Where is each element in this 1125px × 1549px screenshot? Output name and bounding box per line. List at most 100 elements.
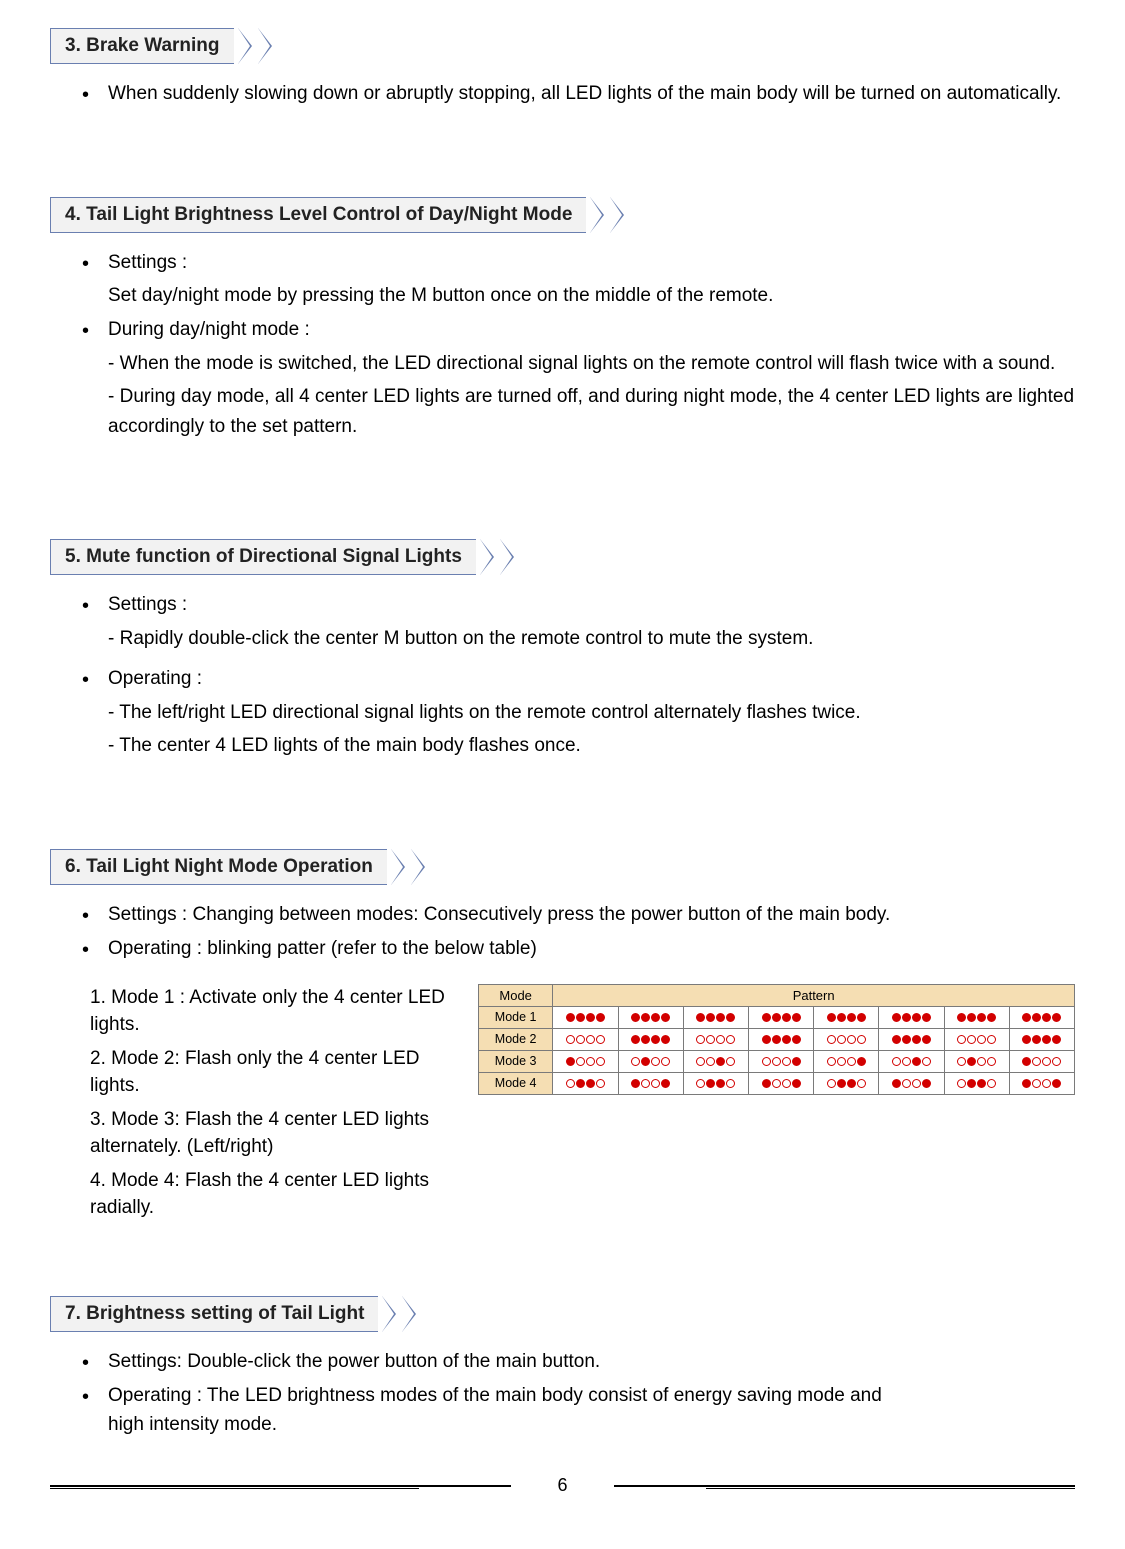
led-off-icon [957, 1035, 966, 1044]
section-header-6: 6. Tail Light Night Mode Operation [50, 849, 1075, 885]
led-off-icon [566, 1079, 575, 1088]
mode-descriptions: 1. Mode 1 : Activate only the 4 center L… [90, 984, 460, 1228]
led-on-icon [576, 1013, 585, 1022]
mode-desc-2: 2. Mode 2: Flash only the 4 center LED l… [90, 1045, 460, 1100]
led-off-icon [827, 1035, 836, 1044]
th-mode: Mode [479, 984, 553, 1006]
th-pattern: Pattern [553, 984, 1075, 1006]
led-on-icon [641, 1057, 650, 1066]
led-off-icon [837, 1057, 846, 1066]
led-off-icon [706, 1057, 715, 1066]
pattern-cell [618, 1072, 683, 1094]
page-footer: 6 [50, 1479, 1075, 1509]
bullet-sub: - The center 4 LED lights of the main bo… [108, 731, 1075, 760]
pattern-cell [1009, 1028, 1074, 1050]
led-on-icon [641, 1013, 650, 1022]
bullet-text: During day/night mode : [108, 319, 310, 340]
led-off-icon [566, 1035, 575, 1044]
led-off-icon [726, 1079, 735, 1088]
led-off-icon [651, 1079, 660, 1088]
led-on-icon [912, 1057, 921, 1066]
led-on-icon [847, 1013, 856, 1022]
led-on-icon [651, 1035, 660, 1044]
table-row: Mode 1 [479, 1006, 1075, 1028]
led-on-icon [716, 1079, 725, 1088]
pattern-cell [618, 1006, 683, 1028]
led-off-icon [827, 1057, 836, 1066]
led-on-icon [772, 1013, 781, 1022]
led-on-icon [892, 1035, 901, 1044]
led-on-icon [631, 1035, 640, 1044]
led-on-icon [1052, 1035, 1061, 1044]
footer-line-left [50, 1485, 511, 1487]
pattern-cell [879, 1028, 944, 1050]
chevron-right-icon [238, 28, 272, 64]
led-on-icon [847, 1079, 856, 1088]
section-title: 3. Brake Warning [50, 28, 234, 64]
list-item: Settings : Changing between modes: Conse… [82, 901, 1075, 930]
bullet-text: Settings : [108, 594, 187, 615]
led-off-icon [631, 1057, 640, 1066]
pattern-cell [814, 1006, 879, 1028]
led-off-icon [857, 1035, 866, 1044]
led-off-icon [1032, 1057, 1041, 1066]
led-off-icon [987, 1035, 996, 1044]
led-off-icon [977, 1035, 986, 1044]
mode-desc-4: 4. Mode 4: Flash the 4 center LED lights… [90, 1167, 460, 1222]
section-7-bullets: Settings: Double-click the power button … [50, 1348, 1075, 1440]
led-off-icon [892, 1057, 901, 1066]
pattern-cell [553, 1006, 618, 1028]
pattern-cell [553, 1072, 618, 1094]
pattern-cell [618, 1028, 683, 1050]
led-on-icon [1022, 1079, 1031, 1088]
pattern-cell [879, 1050, 944, 1072]
led-on-icon [706, 1013, 715, 1022]
pattern-cell [748, 1006, 813, 1028]
pattern-cell [683, 1006, 748, 1028]
led-on-icon [922, 1035, 931, 1044]
led-on-icon [651, 1013, 660, 1022]
mode-label-cell: Mode 2 [479, 1028, 553, 1050]
led-off-icon [576, 1057, 585, 1066]
bullet-text: When suddenly slowing down or abruptly s… [108, 83, 1061, 104]
table-row: Mode 4 [479, 1072, 1075, 1094]
section-title: 5. Mute function of Directional Signal L… [50, 539, 476, 575]
led-on-icon [1042, 1013, 1051, 1022]
bullet-text: Operating : [108, 668, 202, 689]
led-on-icon [977, 1079, 986, 1088]
pattern-cell [748, 1028, 813, 1050]
led-on-icon [1022, 1013, 1031, 1022]
pattern-cell [683, 1072, 748, 1094]
led-off-icon [827, 1079, 836, 1088]
led-off-icon [696, 1057, 705, 1066]
led-on-icon [792, 1079, 801, 1088]
led-on-icon [922, 1079, 931, 1088]
led-on-icon [716, 1013, 725, 1022]
pattern-cell [683, 1028, 748, 1050]
led-on-icon [661, 1079, 670, 1088]
led-on-icon [566, 1013, 575, 1022]
led-off-icon [772, 1057, 781, 1066]
pattern-cell [814, 1028, 879, 1050]
pattern-cell [1009, 1050, 1074, 1072]
pattern-cell [748, 1072, 813, 1094]
pattern-cell [1009, 1072, 1074, 1094]
led-on-icon [661, 1013, 670, 1022]
led-off-icon [1042, 1057, 1051, 1066]
list-item: Operating : blinking patter (refer to th… [82, 935, 1075, 964]
bullet-text: Settings : [108, 252, 187, 273]
pattern-cell [618, 1050, 683, 1072]
section-6-bullets: Settings : Changing between modes: Conse… [50, 901, 1075, 964]
chevron-right-icon [480, 539, 514, 575]
led-off-icon [847, 1057, 856, 1066]
pattern-cell [879, 1072, 944, 1094]
led-on-icon [762, 1079, 771, 1088]
led-on-icon [912, 1013, 921, 1022]
led-on-icon [892, 1013, 901, 1022]
section-6-columns: 1. Mode 1 : Activate only the 4 center L… [50, 984, 1075, 1228]
led-off-icon [696, 1079, 705, 1088]
led-on-icon [837, 1013, 846, 1022]
led-on-icon [857, 1057, 866, 1066]
led-on-icon [772, 1035, 781, 1044]
section-header-5: 5. Mute function of Directional Signal L… [50, 539, 1075, 575]
